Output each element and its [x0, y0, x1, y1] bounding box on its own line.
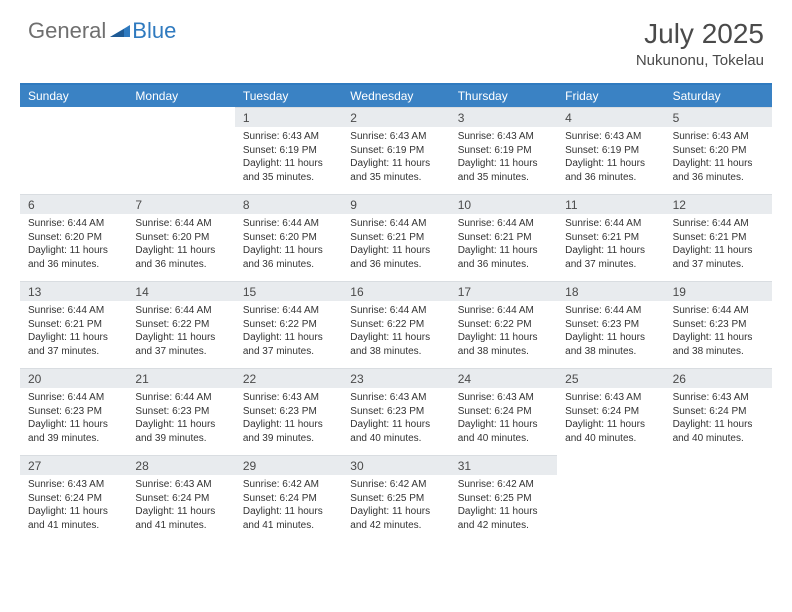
- day-details: Sunrise: 6:44 AMSunset: 6:21 PMDaylight:…: [557, 214, 664, 281]
- weekday-header-row: SundayMondayTuesdayWednesdayThursdayFrid…: [20, 85, 772, 107]
- logo-text-general: General: [28, 18, 106, 44]
- day-details: Sunrise: 6:44 AMSunset: 6:20 PMDaylight:…: [20, 214, 127, 281]
- day-number: 21: [127, 368, 234, 388]
- calendar: SundayMondayTuesdayWednesdayThursdayFrid…: [20, 83, 772, 542]
- day-details: Sunrise: 6:43 AMSunset: 6:23 PMDaylight:…: [342, 388, 449, 455]
- day-detail-row: Sunrise: 6:44 AMSunset: 6:23 PMDaylight:…: [20, 388, 772, 455]
- day-number: 11: [557, 194, 664, 214]
- location-label: Nukunonu, Tokelau: [636, 52, 764, 69]
- day-number: 23: [342, 368, 449, 388]
- day-number: 25: [557, 368, 664, 388]
- day-details: Sunrise: 6:43 AMSunset: 6:24 PMDaylight:…: [127, 475, 234, 542]
- day-details: Sunrise: 6:43 AMSunset: 6:24 PMDaylight:…: [20, 475, 127, 542]
- day-number: 12: [665, 194, 772, 214]
- weekday-header: Saturday: [665, 85, 772, 107]
- day-number: 10: [450, 194, 557, 214]
- day-details: Sunrise: 6:43 AMSunset: 6:24 PMDaylight:…: [450, 388, 557, 455]
- weekday-header: Thursday: [450, 85, 557, 107]
- day-number: 22: [235, 368, 342, 388]
- logo: General Blue: [28, 18, 176, 44]
- day-number-row: 20212223242526: [20, 368, 772, 388]
- day-details: Sunrise: 6:43 AMSunset: 6:19 PMDaylight:…: [557, 127, 664, 194]
- day-details: Sunrise: 6:42 AMSunset: 6:25 PMDaylight:…: [342, 475, 449, 542]
- day-number: [127, 107, 234, 127]
- title-block: July 2025 Nukunonu, Tokelau: [636, 18, 764, 69]
- day-details: Sunrise: 6:43 AMSunset: 6:24 PMDaylight:…: [557, 388, 664, 455]
- day-details: Sunrise: 6:43 AMSunset: 6:24 PMDaylight:…: [665, 388, 772, 455]
- day-number: 29: [235, 455, 342, 475]
- day-number: 30: [342, 455, 449, 475]
- day-details: Sunrise: 6:44 AMSunset: 6:23 PMDaylight:…: [557, 301, 664, 368]
- day-details: Sunrise: 6:44 AMSunset: 6:20 PMDaylight:…: [127, 214, 234, 281]
- day-details: Sunrise: 6:43 AMSunset: 6:19 PMDaylight:…: [450, 127, 557, 194]
- day-details: Sunrise: 6:43 AMSunset: 6:23 PMDaylight:…: [235, 388, 342, 455]
- weekday-header: Friday: [557, 85, 664, 107]
- day-details: Sunrise: 6:44 AMSunset: 6:21 PMDaylight:…: [665, 214, 772, 281]
- day-number: 31: [450, 455, 557, 475]
- day-details: Sunrise: 6:44 AMSunset: 6:22 PMDaylight:…: [342, 301, 449, 368]
- day-details: Sunrise: 6:44 AMSunset: 6:23 PMDaylight:…: [20, 388, 127, 455]
- day-detail-row: Sunrise: 6:44 AMSunset: 6:20 PMDaylight:…: [20, 214, 772, 281]
- day-number-row: 12345: [20, 107, 772, 127]
- day-details: Sunrise: 6:44 AMSunset: 6:21 PMDaylight:…: [20, 301, 127, 368]
- day-number: 7: [127, 194, 234, 214]
- day-details: Sunrise: 6:44 AMSunset: 6:21 PMDaylight:…: [450, 214, 557, 281]
- day-number: 5: [665, 107, 772, 127]
- day-number: 1: [235, 107, 342, 127]
- day-number: 20: [20, 368, 127, 388]
- day-details: Sunrise: 6:43 AMSunset: 6:19 PMDaylight:…: [342, 127, 449, 194]
- day-number-row: 13141516171819: [20, 281, 772, 301]
- day-number: 19: [665, 281, 772, 301]
- day-number: 6: [20, 194, 127, 214]
- day-number: 4: [557, 107, 664, 127]
- day-details: [557, 475, 664, 542]
- day-number: 2: [342, 107, 449, 127]
- day-details: Sunrise: 6:44 AMSunset: 6:23 PMDaylight:…: [665, 301, 772, 368]
- day-number: [665, 455, 772, 475]
- weekday-header: Sunday: [20, 85, 127, 107]
- calendar-body: 12345Sunrise: 6:43 AMSunset: 6:19 PMDayl…: [20, 107, 772, 542]
- day-details: Sunrise: 6:44 AMSunset: 6:22 PMDaylight:…: [235, 301, 342, 368]
- day-details: [127, 127, 234, 194]
- day-details: Sunrise: 6:44 AMSunset: 6:22 PMDaylight:…: [450, 301, 557, 368]
- weekday-header: Monday: [127, 85, 234, 107]
- day-details: Sunrise: 6:42 AMSunset: 6:25 PMDaylight:…: [450, 475, 557, 542]
- day-details: Sunrise: 6:44 AMSunset: 6:20 PMDaylight:…: [235, 214, 342, 281]
- day-number: 18: [557, 281, 664, 301]
- logo-triangle-icon: [110, 21, 130, 42]
- day-details: Sunrise: 6:44 AMSunset: 6:23 PMDaylight:…: [127, 388, 234, 455]
- day-number: 15: [235, 281, 342, 301]
- day-number-row: 6789101112: [20, 194, 772, 214]
- day-number: 8: [235, 194, 342, 214]
- day-details: Sunrise: 6:43 AMSunset: 6:20 PMDaylight:…: [665, 127, 772, 194]
- day-number: 9: [342, 194, 449, 214]
- day-number: 28: [127, 455, 234, 475]
- day-number: [20, 107, 127, 127]
- day-details: Sunrise: 6:42 AMSunset: 6:24 PMDaylight:…: [235, 475, 342, 542]
- day-details: Sunrise: 6:43 AMSunset: 6:19 PMDaylight:…: [235, 127, 342, 194]
- day-number: 27: [20, 455, 127, 475]
- day-detail-row: Sunrise: 6:43 AMSunset: 6:19 PMDaylight:…: [20, 127, 772, 194]
- month-title: July 2025: [636, 18, 764, 50]
- weekday-header: Wednesday: [342, 85, 449, 107]
- day-number: 24: [450, 368, 557, 388]
- day-detail-row: Sunrise: 6:44 AMSunset: 6:21 PMDaylight:…: [20, 301, 772, 368]
- day-details: Sunrise: 6:44 AMSunset: 6:22 PMDaylight:…: [127, 301, 234, 368]
- day-number: 16: [342, 281, 449, 301]
- logo-text-blue: Blue: [132, 18, 176, 44]
- day-details: Sunrise: 6:44 AMSunset: 6:21 PMDaylight:…: [342, 214, 449, 281]
- day-details: [665, 475, 772, 542]
- day-details: [20, 127, 127, 194]
- day-number: 14: [127, 281, 234, 301]
- day-number: 17: [450, 281, 557, 301]
- day-number-row: 2728293031: [20, 455, 772, 475]
- weekday-header: Tuesday: [235, 85, 342, 107]
- day-number: [557, 455, 664, 475]
- header: General Blue July 2025 Nukunonu, Tokelau: [0, 0, 792, 77]
- day-detail-row: Sunrise: 6:43 AMSunset: 6:24 PMDaylight:…: [20, 475, 772, 542]
- day-number: 13: [20, 281, 127, 301]
- day-number: 26: [665, 368, 772, 388]
- day-number: 3: [450, 107, 557, 127]
